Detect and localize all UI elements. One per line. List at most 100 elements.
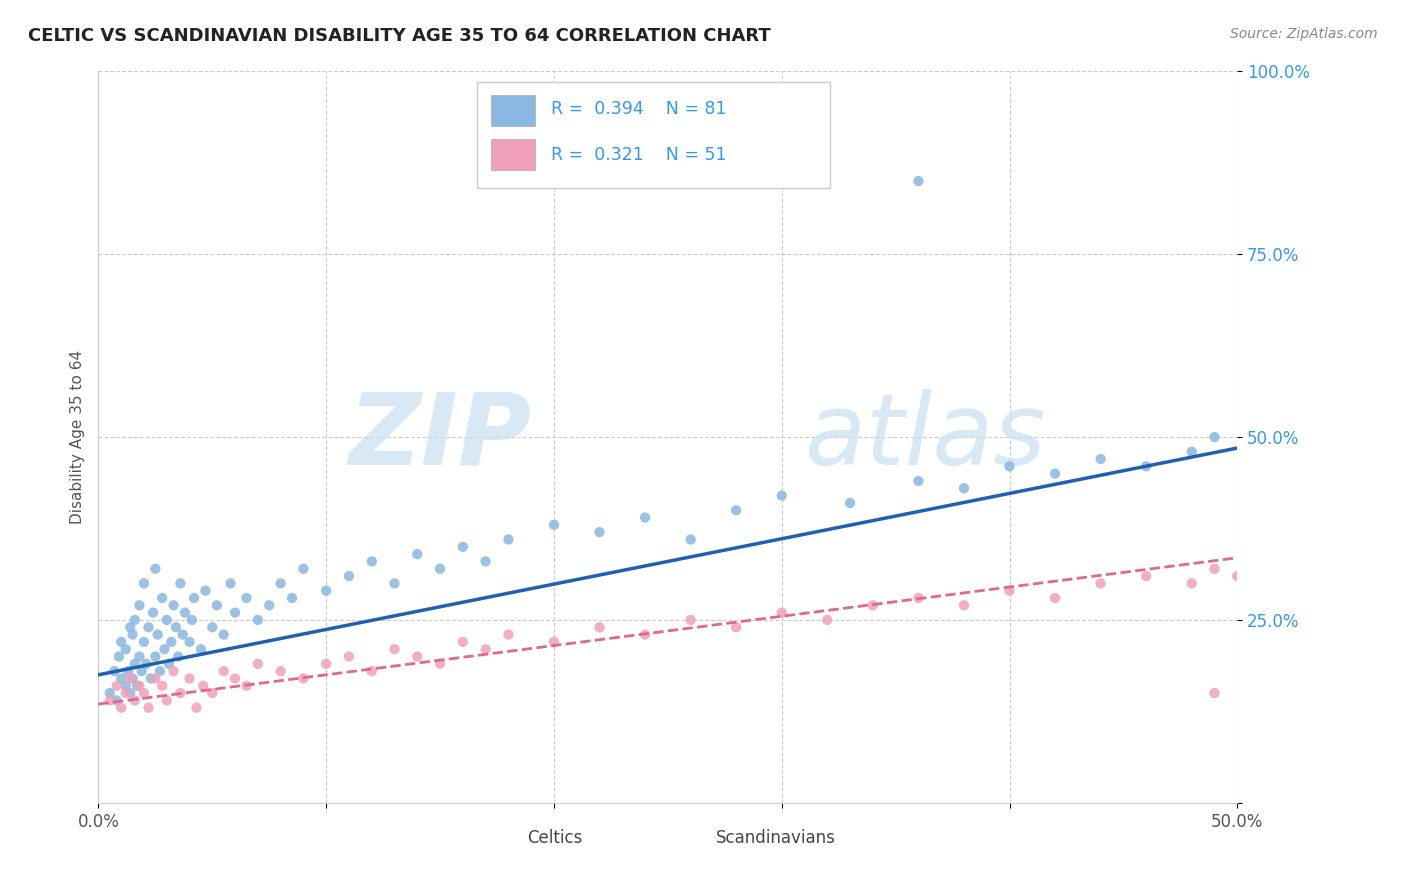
- Point: [679, 613, 702, 627]
- Text: R =  0.321    N = 51: R = 0.321 N = 51: [551, 145, 725, 164]
- Point: [634, 627, 657, 641]
- Point: [679, 533, 702, 547]
- Point: [770, 489, 793, 503]
- Point: [224, 606, 246, 620]
- Point: [98, 686, 121, 700]
- Point: [212, 627, 235, 641]
- Point: [998, 583, 1021, 598]
- Point: [998, 459, 1021, 474]
- Point: [156, 693, 179, 707]
- Point: [406, 649, 429, 664]
- Point: [110, 635, 132, 649]
- Text: atlas: atlas: [804, 389, 1046, 485]
- Point: [429, 562, 451, 576]
- Point: [121, 672, 143, 686]
- Point: [1204, 430, 1226, 444]
- Point: [179, 672, 201, 686]
- Point: [235, 679, 257, 693]
- Point: [124, 613, 146, 627]
- Point: [105, 693, 128, 707]
- Text: ZIP: ZIP: [349, 389, 531, 485]
- Point: [451, 540, 474, 554]
- Point: [212, 664, 235, 678]
- Point: [103, 664, 125, 678]
- Point: [406, 547, 429, 561]
- Point: [127, 679, 149, 693]
- Point: [839, 496, 862, 510]
- Point: [162, 664, 184, 678]
- Point: [725, 620, 748, 634]
- Point: [150, 591, 173, 605]
- Point: [235, 591, 257, 605]
- Point: [474, 554, 496, 568]
- Point: [634, 510, 657, 524]
- Point: [1135, 569, 1157, 583]
- Point: [451, 635, 474, 649]
- Point: [179, 635, 201, 649]
- Point: [110, 672, 132, 686]
- Point: [138, 620, 160, 634]
- Point: [114, 642, 136, 657]
- FancyBboxPatch shape: [477, 82, 830, 188]
- Point: [167, 649, 190, 664]
- Point: [1090, 576, 1112, 591]
- Point: [1181, 576, 1204, 591]
- Text: CELTIC VS SCANDINAVIAN DISABILITY AGE 35 TO 64 CORRELATION CHART: CELTIC VS SCANDINAVIAN DISABILITY AGE 35…: [28, 27, 770, 45]
- Point: [246, 613, 269, 627]
- Point: [156, 613, 179, 627]
- Point: [1204, 686, 1226, 700]
- Point: [474, 642, 496, 657]
- Point: [292, 672, 315, 686]
- Point: [588, 525, 610, 540]
- Point: [953, 481, 976, 495]
- Point: [384, 576, 406, 591]
- Point: [259, 599, 281, 613]
- Point: [145, 562, 167, 576]
- Point: [160, 635, 183, 649]
- Point: [180, 613, 202, 627]
- Point: [1226, 569, 1249, 583]
- Point: [907, 474, 929, 488]
- Point: [907, 591, 929, 605]
- Point: [194, 583, 217, 598]
- Point: [142, 606, 165, 620]
- Point: [429, 657, 451, 671]
- Point: [132, 686, 155, 700]
- Point: [149, 664, 172, 678]
- Point: [725, 503, 748, 517]
- Point: [588, 620, 610, 634]
- Bar: [485, 828, 520, 852]
- Point: [498, 533, 520, 547]
- Bar: [491, 95, 534, 126]
- Point: [157, 657, 180, 671]
- Point: [172, 627, 194, 641]
- Point: [1090, 452, 1112, 467]
- Y-axis label: Disability Age 35 to 64: Disability Age 35 to 64: [69, 350, 84, 524]
- Point: [498, 627, 520, 641]
- Point: [384, 642, 406, 657]
- Point: [153, 642, 176, 657]
- Point: [120, 620, 142, 634]
- Point: [1135, 459, 1157, 474]
- Point: [315, 657, 337, 671]
- Point: [162, 599, 184, 613]
- Point: [337, 569, 360, 583]
- Bar: [491, 139, 534, 170]
- Point: [117, 664, 139, 678]
- Point: [114, 686, 136, 700]
- Point: [98, 693, 121, 707]
- Point: [128, 679, 150, 693]
- Point: [124, 657, 146, 671]
- Point: [337, 649, 360, 664]
- Point: [128, 649, 150, 664]
- Point: [360, 554, 382, 568]
- Point: [150, 679, 173, 693]
- Point: [953, 599, 976, 613]
- Point: [139, 672, 162, 686]
- Point: [165, 620, 187, 634]
- Point: [193, 679, 215, 693]
- Point: [292, 562, 315, 576]
- Point: [114, 679, 136, 693]
- Point: [224, 672, 246, 686]
- Text: R =  0.394    N = 81: R = 0.394 N = 81: [551, 101, 725, 119]
